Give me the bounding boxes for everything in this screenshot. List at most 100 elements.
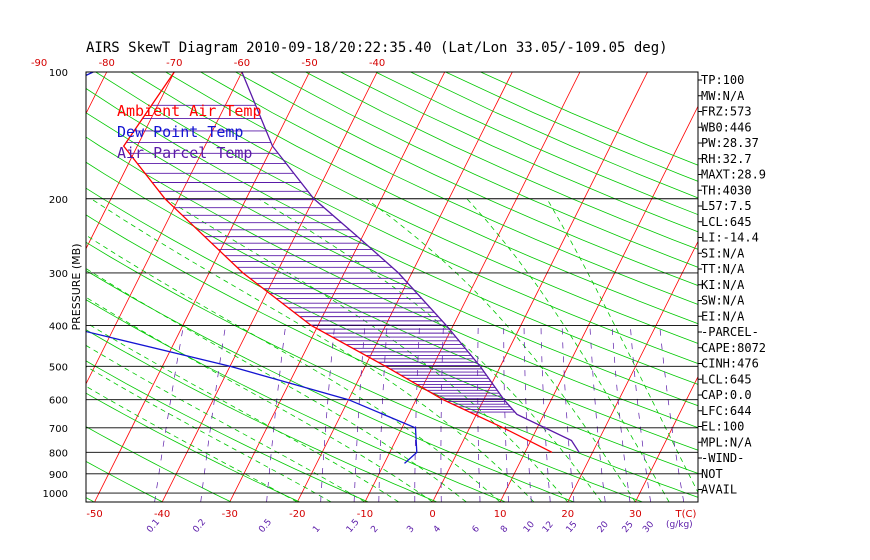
- index-label: CAPE:8072: [701, 341, 766, 355]
- bottom-temp-tick-label: 20: [561, 509, 574, 520]
- bottom-temp-tick-label: 30: [629, 509, 642, 520]
- top-temp-tick-label: -60: [234, 58, 250, 69]
- pressure-tick-label: 300: [49, 269, 68, 280]
- index-label: SI:N/A: [701, 246, 745, 260]
- legend: Ambient Air Temp Dew Point Temp Air Parcel…: [117, 102, 262, 162]
- bottom-temp-tick-label: -20: [289, 509, 305, 520]
- ambient-air-temp-line: [122, 72, 553, 453]
- mixing-ratio-tick-label: 15: [565, 520, 580, 535]
- dry-adiabat-line: [410, 72, 698, 199]
- isotherm-line: [364, 72, 581, 502]
- mixing-ratio-tick-label: 12: [541, 520, 556, 535]
- index-label: FRZ:573: [701, 105, 752, 119]
- cape-hatching: [126, 104, 515, 413]
- mixing-ratio-line: [523, 325, 532, 502]
- mixing-ratio-unit-label: (g/kg): [666, 520, 693, 530]
- dry-adiabat-line: [86, 112, 698, 407]
- dry-adiabat-line: [0, 72, 26, 502]
- index-label: NOT: [701, 467, 723, 481]
- index-label: LFC:644: [701, 404, 752, 418]
- index-label: WB0:446: [701, 120, 752, 134]
- y-axis-label: PRESSURE (MB): [70, 244, 83, 331]
- dry-adiabat-line: [270, 72, 698, 268]
- legend-entry: Dew Point Temp: [117, 123, 243, 141]
- dry-adiabat-line: [86, 270, 575, 502]
- mixing-ratio-tick-label: 25: [621, 520, 636, 535]
- dry-adiabat-line: [86, 426, 232, 502]
- moist-adiabat-line: [86, 365, 332, 502]
- air-parcel-temp-line: [241, 72, 580, 453]
- top-temp-tick-label: -50: [301, 58, 317, 69]
- dry-adiabat-line: [86, 241, 643, 502]
- dry-adiabat-line: [86, 161, 698, 451]
- index-label: LCL:645: [701, 215, 752, 229]
- legend-entry: Air Parcel Temp: [117, 144, 252, 162]
- isotherm-line: [86, 72, 175, 250]
- isotherm-line: [161, 72, 378, 502]
- pressure-tick-label: 1000: [43, 489, 68, 500]
- moist-adiabat-line: [466, 198, 670, 502]
- pressure-tick-label: 700: [49, 424, 68, 435]
- chart-title: AIRS SkewT Diagram 2010-09-18/20:22:35.4…: [86, 40, 668, 56]
- dry-adiabat-line: [375, 72, 698, 216]
- index-label: LCL:645: [701, 372, 752, 386]
- isotherm-line: [86, 72, 243, 385]
- mixing-ratio-line: [503, 325, 509, 502]
- dry-adiabat-line: [95, 72, 698, 365]
- dry-adiabat-line: [86, 329, 438, 502]
- dew-point-temp-line: [86, 72, 418, 464]
- dry-adiabat-line: [86, 187, 698, 474]
- bottom-temp-tick-label: -40: [154, 509, 170, 520]
- bottom-temp-tick-label: 0: [429, 509, 435, 520]
- isotherm-line: [0, 72, 39, 502]
- moist-adiabat-line: [86, 322, 399, 502]
- index-label: PW:28.37: [701, 136, 759, 150]
- pressure-tick-label: 800: [49, 448, 68, 459]
- top-temp-tick-label: -80: [99, 58, 115, 69]
- mixing-ratio-tick-label: 1: [311, 524, 322, 535]
- plot-frame: [85, 71, 699, 503]
- dry-adiabat-line: [235, 72, 698, 287]
- grid-lines: [0, 72, 870, 502]
- mixing-ratio-tick-label: 0.1: [145, 518, 162, 535]
- index-label: MAXT:28.9: [701, 168, 766, 182]
- mixing-ratio-line: [320, 325, 335, 502]
- index-label: L57:7.5: [701, 199, 752, 213]
- dry-adiabat-line: [200, 72, 698, 305]
- index-label: -PARCEL-: [701, 325, 759, 339]
- mixing-ratio-line: [659, 325, 685, 502]
- isotherm-line: [838, 72, 870, 502]
- isotherm-line: [432, 72, 648, 502]
- isotherm-line: [634, 375, 698, 502]
- moist-adiabat-line: [258, 198, 602, 502]
- dry-adiabat-line: [305, 72, 698, 250]
- mixing-ratio-line: [378, 325, 388, 502]
- top-temp-tick-label: -90: [31, 58, 47, 69]
- moist-adiabat-line: [86, 296, 433, 502]
- isotherm-line: [771, 72, 870, 502]
- isotherm-line: [86, 72, 108, 115]
- index-label: EI:N/A: [701, 309, 745, 323]
- mixing-ratio-tick-label: 2: [369, 524, 380, 535]
- pressure-tick-label: 900: [49, 470, 68, 481]
- bottom-temp-tick-label: -50: [86, 509, 102, 520]
- index-label: LI:-14.4: [701, 231, 759, 245]
- moist-adiabat-line: [546, 198, 698, 494]
- mixing-ratio-tick-label: 20: [596, 520, 611, 535]
- mixing-ratio-line: [440, 325, 444, 502]
- index-label: RH:32.7: [701, 152, 752, 166]
- isotherm-line: [296, 72, 513, 502]
- mixing-ratio-tick-label: 0.2: [191, 518, 208, 535]
- dry-adiabat-line: [445, 72, 698, 182]
- top-temp-tick-label: -70: [166, 58, 182, 69]
- mixing-ratio-tick-label: 4: [432, 524, 444, 535]
- legend-entry: Ambient Air Temp: [117, 102, 262, 120]
- index-label: TT:N/A: [701, 262, 745, 276]
- index-label: TH:4030: [701, 183, 752, 197]
- index-label: MW:N/A: [701, 89, 745, 103]
- mixing-ratio-tick-label: 8: [499, 524, 511, 535]
- dry-adiabat-line: [86, 88, 698, 385]
- index-label: CINH:476: [701, 357, 759, 371]
